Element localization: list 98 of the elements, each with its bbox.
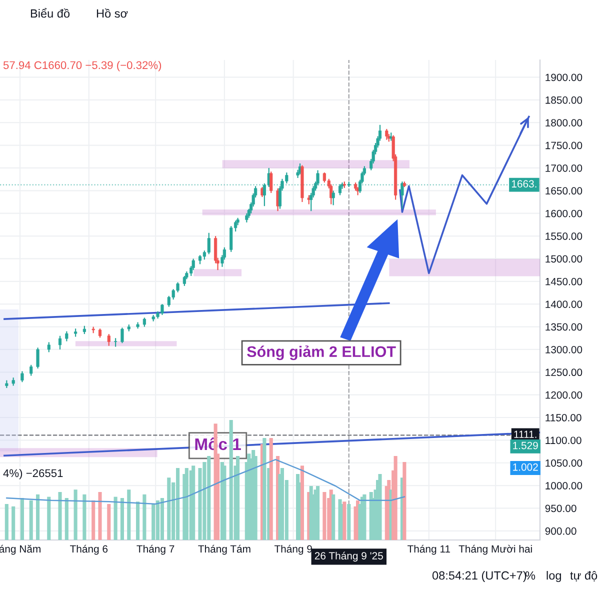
bar [107, 504, 111, 540]
candlestick [198, 254, 202, 265]
y-tick-label: 1150.00 [546, 414, 582, 422]
x-tick-label: Tháng 6 [70, 544, 108, 555]
x-tick-label: Tháng Tám [198, 544, 250, 555]
bar [192, 466, 196, 540]
y-tick-label: 1250.00 [546, 368, 582, 376]
y-tick-label: 1650.00 [546, 187, 582, 195]
bar [322, 492, 326, 540]
bar [142, 494, 146, 540]
candlestick [120, 327, 124, 344]
bar [82, 494, 86, 540]
text: Biểu đồ [30, 8, 70, 18]
bar [47, 496, 51, 540]
candlestick [307, 194, 310, 205]
candlestick [98, 328, 102, 338]
y-tick-label: 1900.00 [546, 74, 582, 82]
y-tick-label: 1750.00 [546, 142, 582, 150]
bar [120, 498, 124, 540]
bar [114, 496, 118, 540]
bar [394, 456, 398, 540]
y-tick-label: 1600.00 [546, 210, 582, 218]
candlestick [47, 342, 50, 353]
y-tick-label: 1100.00 [546, 436, 582, 444]
text: 08:54:21 (UTC+7) [432, 570, 526, 582]
annotation: 4%) −26551 [3, 468, 63, 480]
annotation: 57.94 C1660.70 −5.39 (−0.32%) [3, 60, 162, 72]
bar [160, 498, 164, 540]
y-tick-label: 1850.00 [546, 96, 582, 104]
candlestick [207, 232, 210, 255]
bar [184, 468, 188, 540]
text: log [546, 570, 561, 582]
bar [136, 502, 140, 540]
x-tick-label: Tháng 7 [136, 544, 174, 555]
bar [402, 462, 406, 540]
bar [74, 490, 78, 540]
bar [347, 504, 351, 540]
candlestick [182, 275, 186, 286]
y-tick-label: 1200.00 [546, 391, 582, 399]
candlestick [20, 370, 24, 383]
y-tick-label: 1550.00 [546, 232, 582, 240]
y-tick-label: 950.00 [545, 504, 576, 512]
y-tick-label: 1050.00 [546, 459, 582, 467]
candlestick [142, 317, 146, 328]
ref-line-label: 26 Tháng 9 '25 [314, 552, 383, 562]
y-tick-label: 1450.00 [546, 278, 582, 286]
candlestick [332, 190, 335, 206]
candlestick [245, 212, 248, 223]
y-tick-label: 900.00 [545, 527, 576, 535]
y-tick-label: 1400.00 [546, 300, 582, 308]
candlestick [36, 347, 40, 370]
bar [36, 494, 40, 540]
bar [269, 438, 273, 540]
text: Hồ sơ [96, 8, 128, 18]
bar [362, 494, 366, 540]
annotation: Sóng giảm 2 ELLIOT [247, 345, 396, 360]
candlestick [230, 225, 233, 252]
bar [58, 492, 62, 540]
bar [64, 498, 68, 540]
candlestick [270, 171, 273, 194]
bar [152, 504, 156, 540]
bar [229, 420, 233, 540]
bar [300, 466, 304, 540]
bar [20, 498, 24, 540]
y-tick-label: 1000.00 [546, 482, 582, 490]
candlestick [107, 333, 110, 346]
candlestick [58, 335, 62, 350]
bar [262, 438, 266, 540]
bar [12, 506, 16, 540]
candlestick [30, 364, 33, 376]
bar [342, 502, 346, 540]
bar [316, 486, 320, 540]
bar [378, 474, 382, 540]
bar [92, 500, 96, 540]
bar [98, 492, 102, 540]
y-tick-label: 1800.00 [546, 119, 582, 126]
y-tick-label: 1700.00 [546, 164, 582, 172]
annotation: 1.002 [513, 463, 538, 471]
x-tick-label: Tháng Mười hai [458, 544, 532, 555]
candlestick [65, 330, 68, 342]
x-tick-label: Tháng 9 [274, 544, 312, 555]
ref-line-label: 1111. [514, 430, 536, 438]
bar [167, 478, 171, 540]
bar [4, 504, 8, 540]
x-tick-label: Tháng 11 [408, 544, 450, 555]
bar [127, 490, 131, 540]
ref-line-label: 1663. [512, 180, 536, 188]
bar [236, 456, 240, 540]
bar [29, 500, 33, 540]
annotation: 1.529 [513, 442, 538, 450]
y-tick-label: 1350.00 [546, 323, 582, 331]
y-tick-label: 1300.00 [546, 346, 582, 354]
text: tự độ [570, 570, 598, 582]
text: % [525, 571, 536, 580]
y-tick-label: 1500.00 [546, 255, 582, 263]
bar [332, 494, 336, 540]
candlestick [385, 128, 388, 140]
bar [222, 466, 226, 540]
